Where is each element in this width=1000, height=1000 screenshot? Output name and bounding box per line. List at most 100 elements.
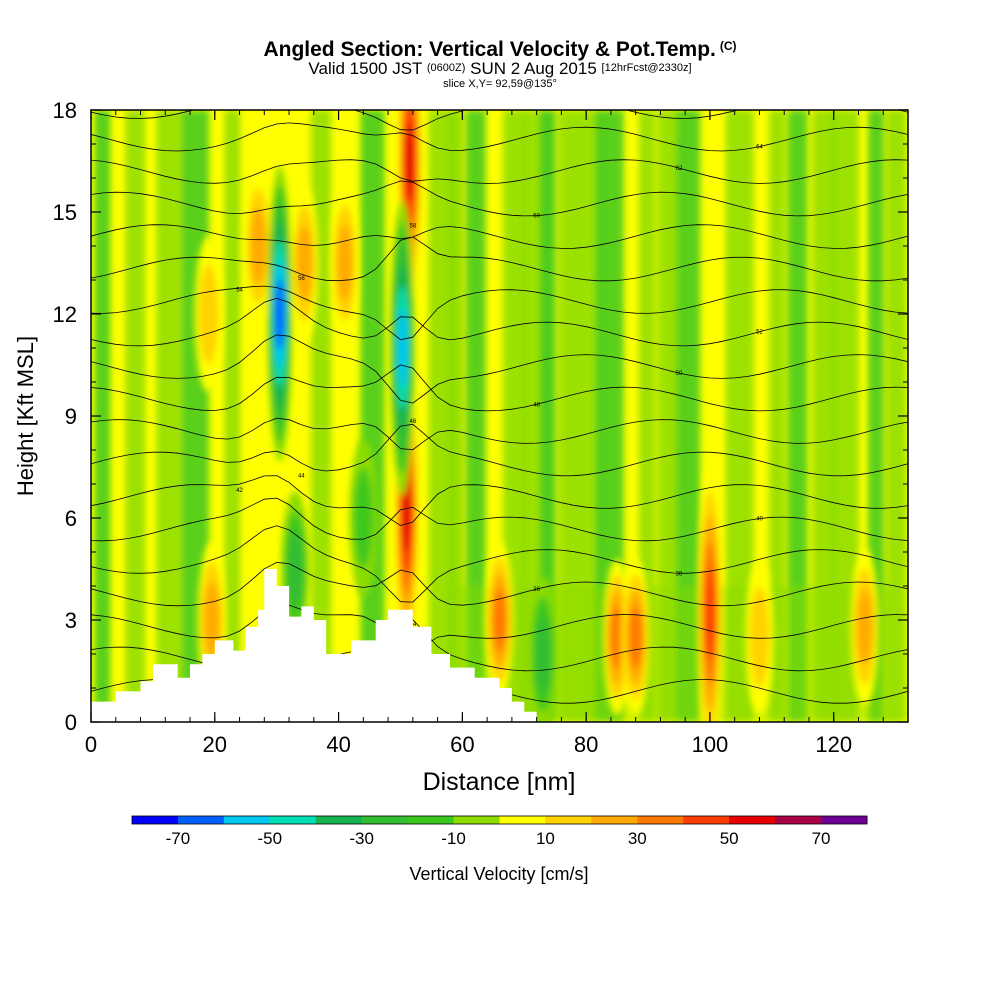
theta-contour-label: 34 xyxy=(410,622,417,628)
colorbar-swatch xyxy=(683,816,730,824)
theta-contour xyxy=(91,417,908,451)
colorbar-swatch xyxy=(177,816,225,824)
theta-contour xyxy=(91,364,908,412)
x-tick-label: 100 xyxy=(692,732,729,757)
theta-contour xyxy=(91,224,908,249)
theta-contour-label: 50 xyxy=(676,371,683,377)
updraft-core xyxy=(250,208,266,284)
theta-contour xyxy=(91,423,908,477)
chart-forecast-note: [12hrFcst@2330z] xyxy=(601,62,692,74)
colorbar-swatch xyxy=(132,816,179,824)
field-band xyxy=(639,110,656,722)
theta-contour xyxy=(91,122,908,152)
field-band xyxy=(94,110,111,722)
updraft-core xyxy=(337,225,353,301)
downdraft-core xyxy=(353,468,373,568)
field-band xyxy=(465,110,486,722)
updraft-core xyxy=(704,567,716,660)
theta-contour-label: 44 xyxy=(298,474,305,480)
updraft-core xyxy=(198,264,219,364)
updraft-core xyxy=(492,588,507,652)
theta-contour xyxy=(91,475,908,526)
theta-contour-label: 38 xyxy=(676,571,683,577)
x-tick-label: 120 xyxy=(815,732,852,757)
y-tick-label: 0 xyxy=(65,710,77,735)
theta-contour-label: 46 xyxy=(410,419,417,425)
y-axis-label: Height [Kft MSL] xyxy=(13,336,38,496)
x-axis-label: Distance [nm] xyxy=(423,768,576,796)
colorbar-swatch xyxy=(269,816,317,824)
colorbar-swatch xyxy=(453,816,500,824)
updraft-core xyxy=(629,605,643,669)
theta-contour-label: 62 xyxy=(676,166,683,172)
x-tick-label: 20 xyxy=(203,732,227,757)
theta-contour-label: 66 xyxy=(236,96,243,102)
theta-contour xyxy=(91,297,908,347)
colorbar-swatch xyxy=(775,816,822,824)
colorbar-swatch xyxy=(637,816,684,824)
y-tick-label: 12 xyxy=(53,302,77,327)
chart-title: Angled Section: Vertical Velocity & Pot.… xyxy=(263,38,737,61)
updraft-core xyxy=(296,225,313,301)
colorbar-swatch xyxy=(591,816,638,824)
chart-title-tag: (C) xyxy=(719,39,737,53)
field-band xyxy=(787,110,808,722)
x-tick-label: 80 xyxy=(574,732,598,757)
downdraft-core xyxy=(287,531,303,607)
theta-contour xyxy=(91,497,908,542)
y-tick-label: 18 xyxy=(53,98,77,123)
x-tick-label: 0 xyxy=(85,732,97,757)
downdraft-core xyxy=(274,278,285,350)
chart-valid-time: Valid 1500 JST (0600Z) SUN 2 Aug 2015 [1… xyxy=(308,59,692,78)
field-band xyxy=(558,110,579,722)
x-tick-label: 40 xyxy=(326,732,350,757)
theta-contour xyxy=(91,285,908,341)
updraft-core xyxy=(404,120,415,202)
colorbar-swatch xyxy=(729,816,776,824)
y-tick-label: 9 xyxy=(65,404,77,429)
theta-contour-label: 48 xyxy=(533,402,540,408)
theta-contour-label: 36 xyxy=(533,587,540,593)
colorbar-tick-label: 50 xyxy=(720,829,739,848)
colorbar-swatch xyxy=(545,816,592,824)
colorbar-tick-label: -30 xyxy=(349,829,374,848)
theta-contour xyxy=(91,604,908,654)
theta-contour-label: 56 xyxy=(298,276,305,282)
field-band xyxy=(449,586,896,722)
theta-contour-label: 52 xyxy=(756,330,763,336)
colorbar-tick-label: 70 xyxy=(812,829,831,848)
colorbar-swatch xyxy=(315,816,363,824)
colorbar-swatch xyxy=(499,816,546,824)
colorbar-tick-label: -10 xyxy=(441,829,466,848)
field-band xyxy=(447,110,464,722)
field-band xyxy=(156,110,181,722)
theta-contour xyxy=(91,525,908,603)
terrain-mask xyxy=(91,569,537,722)
theta-contour xyxy=(91,180,908,217)
theta-contour xyxy=(91,334,908,404)
theta-contour-label: 42 xyxy=(236,488,243,494)
colorbar-swatch xyxy=(407,816,455,824)
y-tick-label: 3 xyxy=(65,608,77,633)
colorbar-tick-label: 10 xyxy=(536,829,555,848)
y-tick-label: 6 xyxy=(65,506,77,531)
field-band xyxy=(769,110,786,722)
x-tick-label: 60 xyxy=(450,732,474,757)
colorbar-tick-label: -70 xyxy=(166,829,191,848)
y-tick-label: 15 xyxy=(53,200,77,225)
colorbar-label: Vertical Velocity [cm/s] xyxy=(409,864,588,884)
theta-contour-label: 40 xyxy=(756,516,763,522)
theta-contour-label: 64 xyxy=(756,145,763,151)
chart-slice-info: slice X,Y= 92,59@135° xyxy=(443,78,557,90)
updraft-core xyxy=(749,587,770,687)
downdraft-core xyxy=(535,616,551,692)
colorbar-swatch xyxy=(223,816,271,824)
theta-contour-label: 58 xyxy=(410,224,417,230)
field-band xyxy=(540,110,557,722)
colorbar-tick-label: 30 xyxy=(628,829,647,848)
theta-contour-label: 60 xyxy=(533,214,540,220)
field-band xyxy=(125,110,146,722)
theta-contour xyxy=(91,236,908,282)
field-band xyxy=(886,110,907,722)
